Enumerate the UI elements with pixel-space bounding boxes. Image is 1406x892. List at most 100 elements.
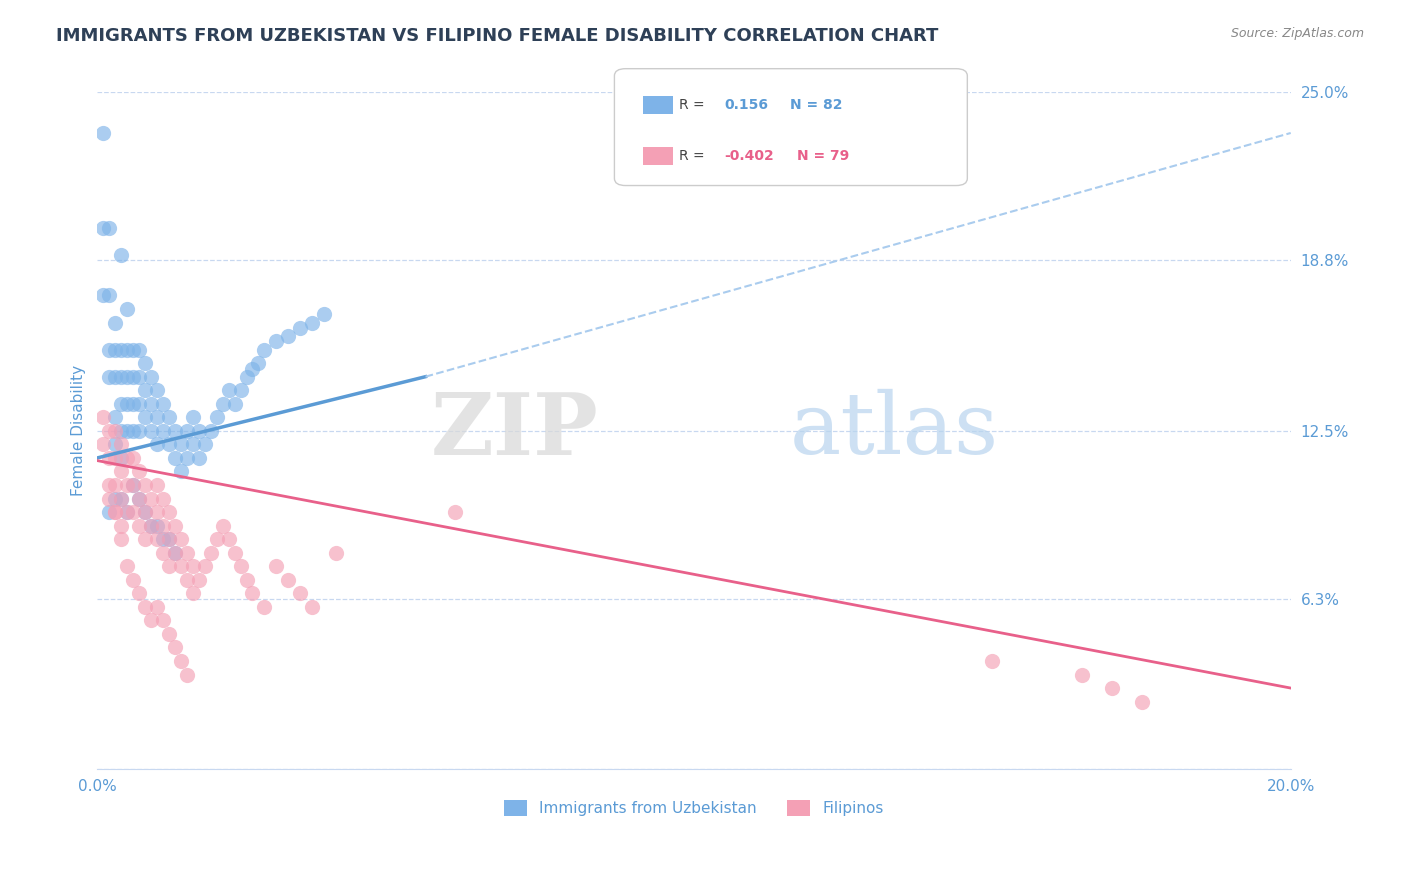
Point <box>163 546 186 560</box>
Point <box>301 316 323 330</box>
Point <box>110 450 132 465</box>
Point <box>98 491 121 506</box>
Point <box>163 546 186 560</box>
Point <box>157 410 180 425</box>
Point <box>110 397 132 411</box>
Point <box>115 505 138 519</box>
Point <box>134 383 156 397</box>
Point <box>91 126 114 140</box>
Point <box>301 599 323 614</box>
Legend: Immigrants from Uzbekistan, Filipinos: Immigrants from Uzbekistan, Filipinos <box>498 795 890 822</box>
Point <box>176 424 198 438</box>
Point <box>122 343 145 357</box>
Point <box>224 397 246 411</box>
Point <box>98 478 121 492</box>
Point <box>122 478 145 492</box>
Point <box>104 410 127 425</box>
Point <box>218 532 240 546</box>
Point <box>163 450 186 465</box>
Point <box>290 321 312 335</box>
Text: Source: ZipAtlas.com: Source: ZipAtlas.com <box>1230 27 1364 40</box>
Point <box>176 450 198 465</box>
Point <box>122 424 145 438</box>
Text: ZIP: ZIP <box>430 389 599 473</box>
Point <box>170 465 193 479</box>
Point <box>277 573 299 587</box>
Point <box>152 613 174 627</box>
Text: atlas: atlas <box>790 389 998 473</box>
Point <box>128 518 150 533</box>
Point <box>122 505 145 519</box>
Text: IMMIGRANTS FROM UZBEKISTAN VS FILIPINO FEMALE DISABILITY CORRELATION CHART: IMMIGRANTS FROM UZBEKISTAN VS FILIPINO F… <box>56 27 939 45</box>
Point <box>134 505 156 519</box>
Point <box>152 491 174 506</box>
Point <box>128 491 150 506</box>
Point <box>152 424 174 438</box>
Point <box>152 532 174 546</box>
Point <box>200 546 222 560</box>
Point <box>211 518 233 533</box>
Text: N = 79: N = 79 <box>797 149 849 163</box>
Point <box>128 369 150 384</box>
Point <box>152 397 174 411</box>
Point <box>115 397 138 411</box>
Point <box>170 532 193 546</box>
Point <box>1130 695 1153 709</box>
Point <box>122 450 145 465</box>
Point <box>1070 667 1092 681</box>
Point <box>104 369 127 384</box>
Point <box>110 518 132 533</box>
Point <box>170 437 193 451</box>
Point <box>134 410 156 425</box>
Point <box>194 437 217 451</box>
Point <box>122 573 145 587</box>
Point <box>104 505 127 519</box>
Point <box>200 424 222 438</box>
Point <box>187 573 209 587</box>
Point <box>163 640 186 655</box>
Point <box>266 559 288 574</box>
Point <box>115 301 138 316</box>
Point <box>146 478 169 492</box>
Point <box>157 437 180 451</box>
Point <box>122 369 145 384</box>
Text: R =: R = <box>679 149 709 163</box>
Point <box>115 343 138 357</box>
Point <box>128 586 150 600</box>
Point <box>98 450 121 465</box>
Point <box>104 424 127 438</box>
Point <box>266 334 288 349</box>
Point <box>110 369 132 384</box>
Point <box>115 450 138 465</box>
Point <box>235 573 257 587</box>
Point <box>176 573 198 587</box>
Text: -0.402: -0.402 <box>724 149 773 163</box>
Point <box>139 397 162 411</box>
Point <box>91 410 114 425</box>
Point <box>181 559 204 574</box>
Point <box>134 505 156 519</box>
Point <box>229 559 252 574</box>
Point <box>157 559 180 574</box>
Point <box>104 343 127 357</box>
Point <box>170 559 193 574</box>
Point <box>98 343 121 357</box>
Point <box>134 532 156 546</box>
Point <box>157 627 180 641</box>
Point <box>122 478 145 492</box>
Point <box>98 369 121 384</box>
Point <box>163 518 186 533</box>
Point <box>325 546 347 560</box>
Point <box>139 424 162 438</box>
Point <box>104 505 127 519</box>
Point <box>98 288 121 302</box>
Point <box>110 491 132 506</box>
Point <box>211 397 233 411</box>
Point <box>115 369 138 384</box>
Point <box>128 465 150 479</box>
Point <box>104 491 127 506</box>
Point <box>146 437 169 451</box>
Point <box>277 329 299 343</box>
Point <box>110 437 132 451</box>
Point <box>110 491 132 506</box>
